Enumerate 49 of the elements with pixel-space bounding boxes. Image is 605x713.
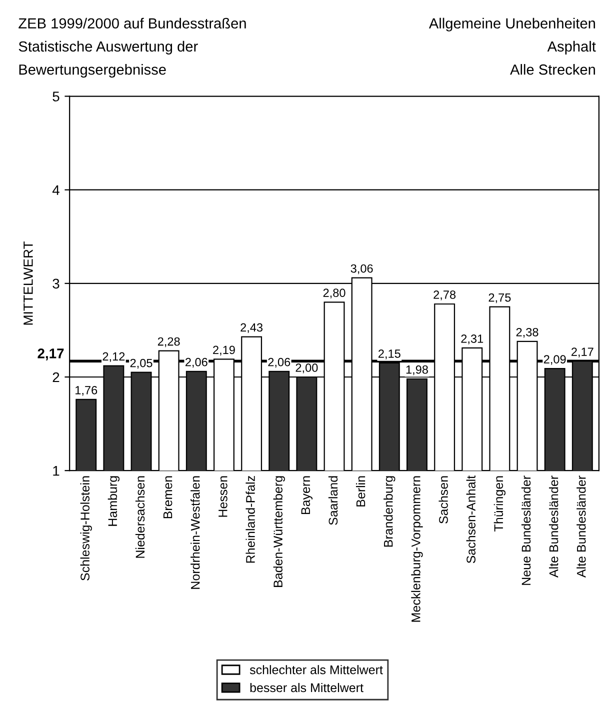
data-label: 2,15 [378, 349, 400, 360]
data-label: 2,75 [488, 293, 511, 304]
data-label: 2,00 [296, 364, 318, 374]
y-tick-label: 3 [52, 278, 60, 289]
x-tick-label: Berlin [356, 476, 366, 506]
x-tick-label: Baden-Württemberg [273, 476, 285, 587]
y-tick-label: 4 [52, 185, 60, 195]
data-label: 1,98 [406, 365, 428, 376]
x-tick-label: Thüringen [494, 476, 506, 532]
chart-title: ZEB 1999/2000 auf Bundesstraßen Statistische Auswertung der Bewertungsergebnisse [18, 18, 246, 78]
x-tick-label: Hessen [218, 476, 228, 517]
x-tick-label: Sachsen-Anhalt [466, 476, 476, 564]
data-label: 2,38 [516, 328, 538, 338]
data-label: 2,06 [186, 358, 208, 368]
x-tick-label: Alte Bundesländer [549, 476, 558, 578]
x-tick-label: Rheinland-Pfalz [246, 476, 255, 563]
x-tick-label: Bremen [163, 476, 172, 518]
data-label: 2,80 [323, 288, 346, 298]
data-label: 2,31 [461, 334, 484, 344]
data-label: 3,06 [350, 264, 373, 274]
ref-line-label: 2,17 [38, 348, 64, 360]
x-tick-label: Mecklenburg-Vorpommern [411, 476, 423, 622]
data-label: 2,17 [572, 348, 594, 358]
y-tick-label: 5 [52, 92, 60, 102]
x-tick-label: Hamburg [108, 476, 120, 526]
data-label: 2,09 [544, 355, 566, 365]
x-tick-label: Bayern [301, 476, 313, 514]
x-tick-label: Neue Bundesländer [521, 476, 531, 585]
data-label: 2,05 [130, 358, 152, 369]
data-label: 2,12 [102, 352, 125, 362]
y-tick-label: 1 [53, 466, 60, 476]
x-tick-label: Brandenburg [384, 476, 396, 547]
y-tick-label: 2 [52, 372, 60, 382]
data-label: 2,43 [240, 323, 263, 334]
data-label: 2,78 [434, 290, 456, 300]
data-label: 2,06 [268, 358, 290, 368]
legend-label: besser als Mittelwert [250, 682, 364, 692]
y-axis-title: MITTELWERT [24, 241, 33, 325]
chart-subtitle: Allgemeine Unebenheiten Asphalt Alle Strecken [428, 18, 596, 75]
x-tick-label: Niedersachsen [135, 476, 145, 558]
x-tick-label: Saarland [328, 476, 338, 525]
x-tick-label: Nordrhein-Westfalen [190, 476, 200, 589]
x-tick-label: Sachsen [438, 476, 448, 524]
data-label: 2,19 [213, 346, 235, 356]
x-tick-label: Alte Bundesländer [576, 476, 586, 578]
x-tick-label: Schleswig-Holstein [80, 476, 92, 580]
legend-label: schlechter als Mittelwert [250, 665, 383, 674]
data-label: 1,76 [76, 386, 98, 396]
data-label: 2,28 [158, 337, 180, 348]
